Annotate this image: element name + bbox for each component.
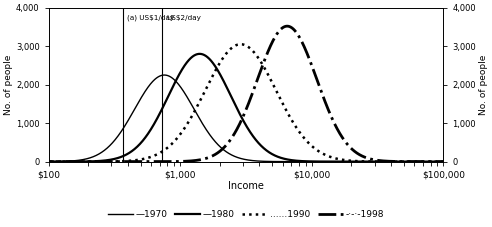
Text: US$2/day: US$2/day: [166, 15, 201, 21]
Y-axis label: No. of people: No. of people: [479, 54, 488, 115]
X-axis label: Income: Income: [228, 181, 264, 191]
Legend: —1970, —1980, ......1990, -·-·-1998: —1970, —1980, ......1990, -·-·-1998: [104, 206, 388, 222]
Y-axis label: No. of people: No. of people: [4, 54, 13, 115]
Text: (a) US$1/day: (a) US$1/day: [126, 15, 174, 21]
